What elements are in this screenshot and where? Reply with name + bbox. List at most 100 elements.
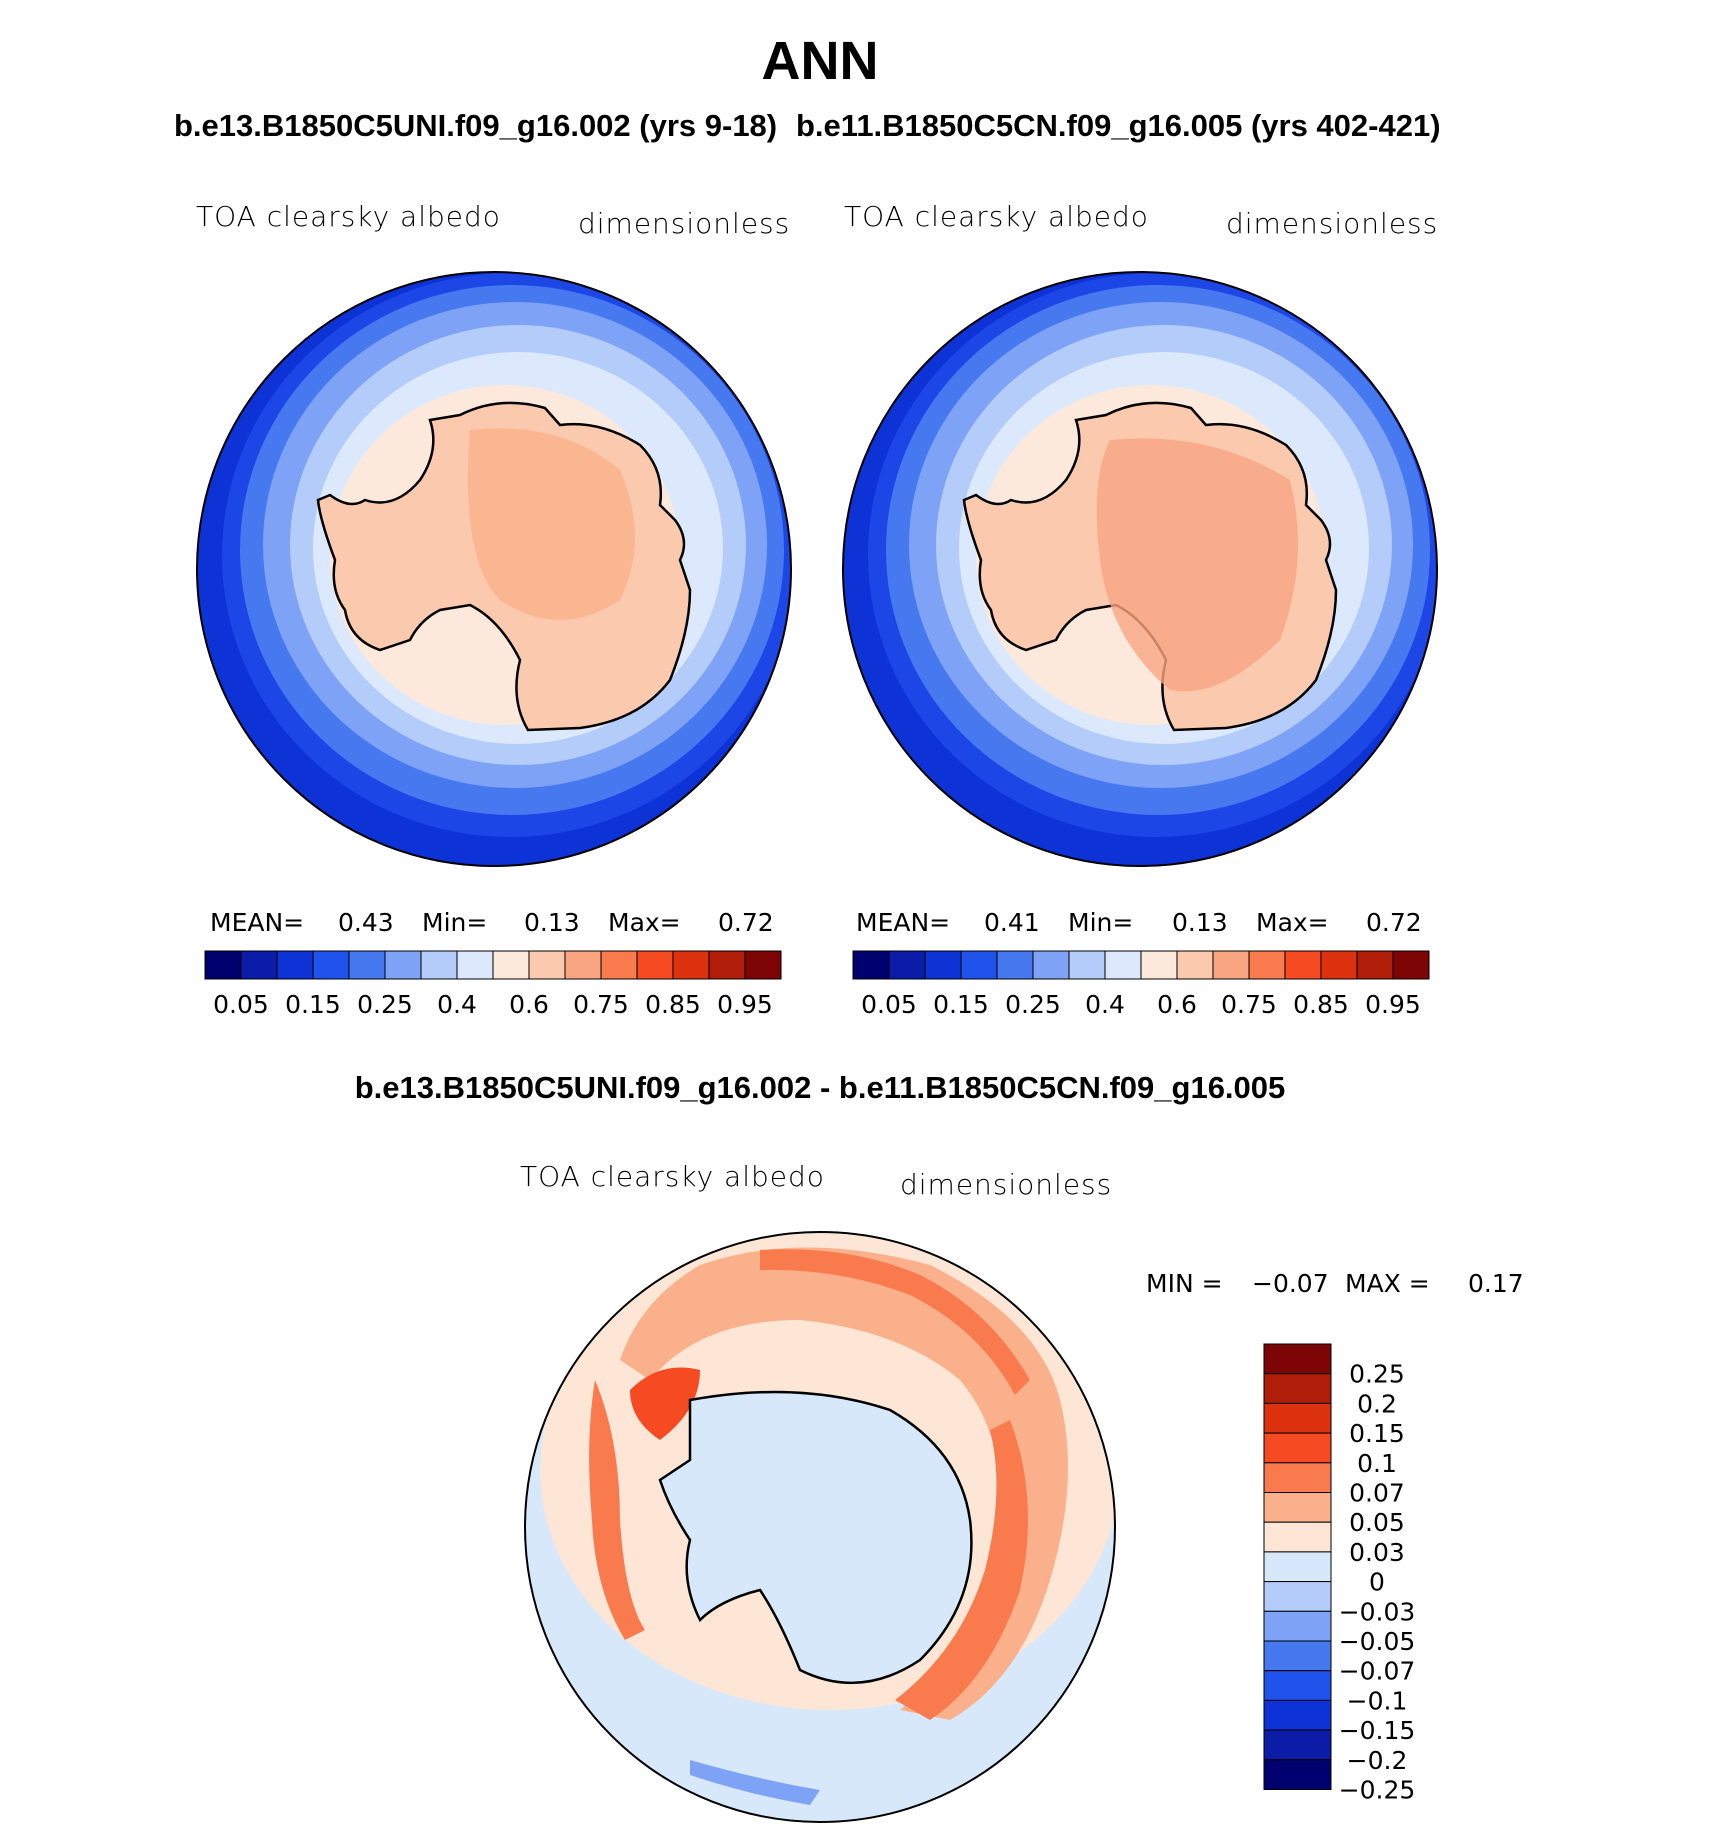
diff-colorbar-swatch bbox=[1263, 1402, 1332, 1434]
left-colorbar-tick-label: 0.6 bbox=[509, 990, 549, 1019]
right-case-title: b.e11.B1850C5CN.f09_g16.005 (yrs 402-421… bbox=[796, 108, 1441, 143]
right-colorbar-swatch bbox=[888, 950, 926, 980]
left-colorbar-tick-label: 0.75 bbox=[573, 990, 629, 1019]
left-colorbar: 0.05 0.15 0.25 0.4 0.6 0.75 0.85 0.95 bbox=[204, 950, 782, 1019]
diff-colorbar-swatch bbox=[1263, 1432, 1332, 1464]
diff-min-value: −0.07 bbox=[1252, 1269, 1329, 1298]
diff-min-label: MIN = bbox=[1146, 1269, 1223, 1298]
right-colorbar-swatch bbox=[924, 950, 962, 980]
diff-colorbar-swatch bbox=[1263, 1551, 1332, 1583]
left-colorbar-tick-label: 0.05 bbox=[213, 990, 269, 1019]
diff-colorbar-label: −0.15 bbox=[1339, 1716, 1416, 1745]
left-colorbar-tick-label: 0.25 bbox=[357, 990, 413, 1019]
right-colorbar-swatch bbox=[1032, 950, 1070, 980]
left-colorbar-swatch bbox=[600, 950, 638, 980]
diff-colorbar-swatch bbox=[1263, 1462, 1332, 1494]
right-colorbar-swatch bbox=[1212, 950, 1250, 980]
left-colorbar-swatch bbox=[204, 950, 242, 980]
right-min-value: 0.13 bbox=[1172, 908, 1228, 937]
diff-colorbar-label: −0.1 bbox=[1347, 1686, 1408, 1715]
left-variable-label: TOA clearsky albedo bbox=[196, 200, 501, 233]
diff-colorbar-label: −0.07 bbox=[1339, 1657, 1416, 1686]
left-colorbar-tick-label: 0.4 bbox=[437, 990, 477, 1019]
left-polar-map bbox=[197, 272, 791, 866]
right-colorbar-swatch bbox=[1068, 950, 1106, 980]
right-colorbar: 0.05 0.15 0.25 0.4 0.6 0.75 0.85 0.95 bbox=[852, 950, 1430, 1019]
right-colorbar-tick-label: 0.25 bbox=[1005, 990, 1061, 1019]
right-min-label: Min= bbox=[1068, 908, 1133, 937]
left-colorbar-swatch bbox=[492, 950, 530, 980]
left-colorbar-tick-label: 0.85 bbox=[645, 990, 701, 1019]
left-colorbar-swatch bbox=[420, 950, 458, 980]
right-colorbar-swatch bbox=[1104, 950, 1142, 980]
diff-colorbar-label: −0.05 bbox=[1339, 1627, 1416, 1656]
diff-colorbar-swatch bbox=[1263, 1521, 1332, 1553]
diff-colorbar-label: −0.03 bbox=[1339, 1597, 1416, 1626]
right-colorbar-tick-label: 0.05 bbox=[861, 990, 917, 1019]
right-max-value: 0.72 bbox=[1366, 908, 1422, 937]
main-title: ANN bbox=[761, 31, 879, 91]
right-mean-label: MEAN= bbox=[856, 908, 950, 937]
diff-max-value: 0.17 bbox=[1468, 1269, 1524, 1298]
left-colorbar-swatch bbox=[672, 950, 710, 980]
right-mean-value: 0.41 bbox=[984, 908, 1040, 937]
left-min-label: Min= bbox=[422, 908, 487, 937]
diff-colorbar-swatch bbox=[1263, 1759, 1332, 1791]
right-variable-label: TOA clearsky albedo bbox=[844, 200, 1149, 233]
left-colorbar-swatch bbox=[384, 950, 422, 980]
diff-colorbar-swatch bbox=[1263, 1492, 1332, 1523]
diff-colorbar-label: 0.15 bbox=[1349, 1419, 1405, 1448]
diff-colorbar-swatch bbox=[1263, 1610, 1332, 1642]
diff-colorbar-label: 0.1 bbox=[1357, 1449, 1397, 1478]
diff-colorbar-label: 0.07 bbox=[1349, 1479, 1405, 1508]
diff-colorbar-swatch bbox=[1263, 1640, 1332, 1672]
diff-colorbar-swatch bbox=[1263, 1699, 1332, 1731]
right-colorbar-tick-label: 0.4 bbox=[1085, 990, 1125, 1019]
right-colorbar-swatch bbox=[960, 950, 998, 980]
right-polar-map bbox=[843, 272, 1437, 866]
left-colorbar-swatch bbox=[744, 950, 782, 980]
left-case-title: b.e13.B1850C5UNI.f09_g16.002 (yrs 9-18) bbox=[174, 108, 778, 143]
diff-units-label: dimensionless bbox=[900, 1168, 1113, 1201]
diff-colorbar-label: 0.2 bbox=[1357, 1389, 1397, 1418]
left-colorbar-swatch bbox=[456, 950, 494, 980]
right-colorbar-tick-label: 0.6 bbox=[1157, 990, 1197, 1019]
left-colorbar-swatch bbox=[708, 950, 746, 980]
right-units-label: dimensionless bbox=[1226, 207, 1439, 240]
right-max-label: Max= bbox=[1256, 908, 1329, 937]
diff-colorbar-label: 0.25 bbox=[1349, 1360, 1405, 1389]
left-colorbar-swatch bbox=[276, 950, 314, 980]
diff-colorbar-swatch bbox=[1263, 1581, 1332, 1612]
diff-colorbar-label: 0 bbox=[1369, 1568, 1385, 1597]
left-units-label: dimensionless bbox=[578, 207, 791, 240]
right-colorbar-swatch bbox=[1392, 950, 1430, 980]
left-colorbar-swatch bbox=[240, 950, 278, 980]
left-min-value: 0.13 bbox=[524, 908, 580, 937]
right-colorbar-swatch bbox=[1248, 950, 1286, 980]
left-colorbar-swatch bbox=[564, 950, 602, 980]
diff-colorbar-label: 0.05 bbox=[1349, 1508, 1405, 1537]
right-colorbar-swatch bbox=[1176, 950, 1214, 980]
diff-max-label: MAX = bbox=[1345, 1269, 1430, 1298]
right-colorbar-swatch bbox=[1140, 950, 1178, 980]
difference-colorbar: 0.250.20.150.10.070.050.030−0.03−0.05−0.… bbox=[1263, 1343, 1416, 1805]
diff-colorbar-swatch bbox=[1263, 1343, 1332, 1375]
right-colorbar-tick-label: 0.85 bbox=[1293, 990, 1349, 1019]
left-max-label: Max= bbox=[608, 908, 681, 937]
diff-colorbar-label: −0.25 bbox=[1339, 1776, 1416, 1805]
left-mean-label: MEAN= bbox=[210, 908, 304, 937]
left-colorbar-swatch bbox=[636, 950, 674, 980]
right-colorbar-swatch bbox=[852, 950, 890, 980]
right-colorbar-swatch bbox=[1284, 950, 1322, 980]
diff-variable-label: TOA clearsky albedo bbox=[520, 1160, 825, 1193]
left-mean-value: 0.43 bbox=[338, 908, 394, 937]
right-colorbar-swatch bbox=[996, 950, 1034, 980]
diff-colorbar-swatch bbox=[1263, 1373, 1332, 1404]
diff-colorbar-swatch bbox=[1263, 1729, 1332, 1761]
left-colorbar-tick-label: 0.95 bbox=[717, 990, 773, 1019]
left-colorbar-tick-label: 0.15 bbox=[285, 990, 341, 1019]
right-colorbar-swatch bbox=[1320, 950, 1358, 980]
diff-colorbar-label: −0.2 bbox=[1347, 1746, 1408, 1775]
left-colorbar-swatch bbox=[348, 950, 386, 980]
right-colorbar-tick-label: 0.75 bbox=[1221, 990, 1277, 1019]
